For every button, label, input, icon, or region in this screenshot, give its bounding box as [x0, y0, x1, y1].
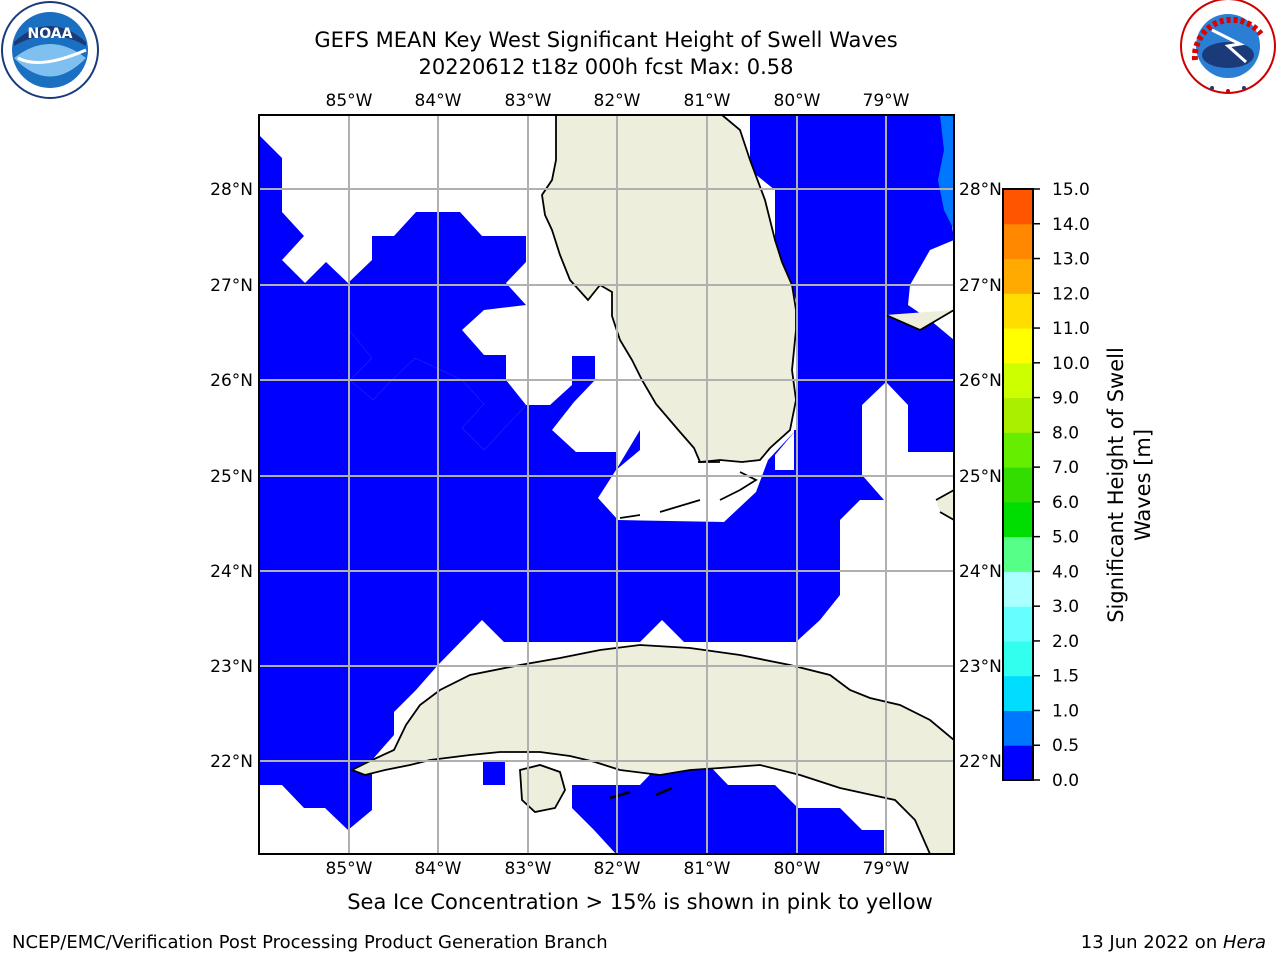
colorbar-segment [1003, 362, 1033, 399]
lat-label: 27°N [210, 276, 253, 296]
lat-label: 25°N [210, 467, 253, 487]
lat-label: 24°N [210, 562, 253, 582]
colorbar-tick-label: 14.0 [1052, 215, 1090, 235]
chart-title: GEFS MEAN Key West Significant Height of… [314, 28, 898, 52]
colorbar-segment [1003, 189, 1033, 225]
colorbar-segment [1003, 536, 1033, 572]
lat-label: 22°N [210, 752, 253, 772]
lon-label: 85°W [326, 859, 373, 879]
colorbar-segment [1003, 432, 1033, 468]
lon-label: 83°W [505, 859, 552, 879]
colorbar-segment [1003, 397, 1033, 433]
lon-label: 80°W [774, 859, 821, 879]
lon-label: 84°W [415, 91, 462, 111]
wave-field-low [259, 115, 954, 854]
lat-label: 22°N [959, 752, 1002, 772]
lat-label: 26°N [210, 371, 253, 391]
colorbar-tick-label: 9.0 [1052, 389, 1079, 409]
colorbar-tick-label: 13.0 [1052, 250, 1090, 270]
colorbar-label-line2: Waves [m] [1131, 429, 1155, 541]
map-plot-area [259, 115, 954, 854]
lat-label: 27°N [959, 276, 1002, 296]
lon-label: 84°W [415, 859, 462, 879]
colorbar-segment [1003, 606, 1033, 642]
lon-label: 82°W [594, 859, 641, 879]
lon-labels-bottom: 85°W 84°W 83°W 82°W 81°W 80°W 79°W [326, 859, 910, 879]
colorbar-tick-label: 2.0 [1052, 632, 1079, 652]
colorbar-tick-label: 0.5 [1052, 736, 1079, 756]
colorbar-segment [1003, 467, 1033, 503]
lat-label: 23°N [210, 657, 253, 677]
lat-label: 26°N [959, 371, 1002, 391]
lat-label: 25°N [959, 467, 1002, 487]
lon-label: 80°W [774, 91, 821, 111]
lon-label: 85°W [326, 91, 373, 111]
lon-labels-top: 85°W 84°W 83°W 82°W 81°W 80°W 79°W [326, 91, 910, 111]
colorbar-tick-label: 5.0 [1052, 528, 1079, 548]
footer-date: 13 Jun 2022 on Hera [1081, 932, 1266, 953]
colorbar-ticks: 0.0 0.5 1.0 1.5 2.0 3.0 4.0 5.0 6.0 7.0 8.0 9.0 10.0… [1033, 180, 1090, 791]
colorbar-tick-label: 12.0 [1052, 284, 1090, 304]
lon-label: 79°W [863, 91, 910, 111]
florida-keys [619, 461, 758, 519]
colorbar-tick-label: 3.0 [1052, 597, 1079, 617]
colorbar-segment [1003, 710, 1033, 746]
sea-ice-note: Sea Ice Concentration > 15% is shown in … [347, 890, 933, 914]
land-bahamas [885, 309, 954, 522]
colorbar-segment [1003, 258, 1033, 294]
colorbar-tick-label: 7.0 [1052, 458, 1079, 478]
colorbar [1003, 189, 1033, 781]
noaa-logo-text: NOAA [28, 26, 73, 42]
map-gridlines [259, 115, 954, 854]
colorbar-segment [1003, 745, 1033, 781]
lat-labels-left: 28°N 27°N 26°N 25°N 24°N 23°N 22°N [210, 180, 253, 772]
colorbar-tick-label: 1.5 [1052, 667, 1079, 687]
lat-labels-right: 28°N 27°N 26°N 25°N 24°N 23°N 22°N [959, 180, 1002, 772]
colorbar-label-line1: Significant Height of Swell [1104, 347, 1128, 623]
lat-label: 28°N [210, 180, 253, 200]
wave-field-mid [938, 115, 954, 230]
small-islands [609, 786, 673, 800]
lat-label: 24°N [959, 562, 1002, 582]
colorbar-tick-label: 4.0 [1052, 562, 1079, 582]
colorbar-segment [1003, 675, 1033, 711]
colorbar-tick-label: 0.0 [1052, 771, 1079, 791]
map-frame [258, 114, 955, 855]
colorbar-frame [1002, 188, 1034, 781]
lon-label: 79°W [863, 859, 910, 879]
colorbar-segment [1003, 640, 1033, 677]
colorbar-tick-label: 10.0 [1052, 354, 1090, 374]
colorbar-tick-label: 6.0 [1052, 493, 1079, 513]
colorbar-tick-label: 11.0 [1052, 319, 1090, 339]
colorbar-segment [1003, 501, 1033, 538]
chart-subtitle: 20220612 t18z 000h fcst Max: 0.58 [418, 55, 794, 79]
footer-date-text: 13 Jun 2022 on [1080, 932, 1223, 953]
lon-label: 81°W [684, 91, 731, 111]
land-isla-juventud [519, 764, 566, 813]
colorbar-segment [1003, 223, 1033, 260]
colorbar-segment [1003, 328, 1033, 364]
nws-logo-icon [1180, 0, 1276, 94]
colorbar-segment [1003, 571, 1033, 607]
colorbar-tick-label: 8.0 [1052, 423, 1079, 443]
land-florida [541, 115, 797, 463]
colorbar-tick-label: 1.0 [1052, 701, 1079, 721]
lat-label: 28°N [959, 180, 1002, 200]
colorbar-tick-label: 15.0 [1052, 180, 1090, 200]
noaa-logo-icon: NOAA [1, 1, 99, 99]
lat-label: 23°N [959, 657, 1002, 677]
footer-host: Hera [1222, 932, 1266, 953]
lon-label: 82°W [594, 91, 641, 111]
lon-label: 81°W [684, 859, 731, 879]
colorbar-segment [1003, 293, 1033, 329]
lon-label: 83°W [505, 91, 552, 111]
footer-credit: NCEP/EMC/Verification Post Processing Pr… [12, 932, 608, 953]
